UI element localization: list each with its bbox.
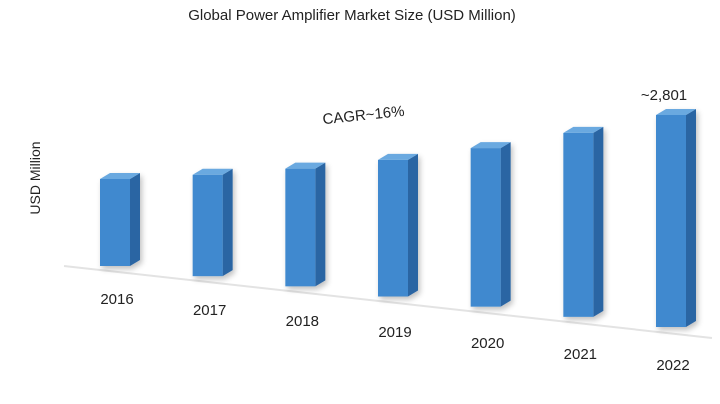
bar-top-2018	[285, 162, 326, 169]
bar-top-2019	[378, 153, 418, 160]
x-tick-2019: 2019	[378, 324, 411, 341]
bar-2018	[285, 162, 326, 287]
bar-2022	[656, 109, 696, 327]
bar-front-2019	[378, 159, 408, 297]
bar-top-2022	[656, 109, 696, 115]
last-value-label: ~2,801	[641, 87, 687, 104]
bar-front-2016	[100, 178, 130, 266]
bar-front-2017	[192, 174, 223, 277]
bar-side-2021	[593, 126, 604, 317]
bars-layer	[100, 109, 696, 327]
x-tick-2022: 2022	[656, 357, 689, 374]
chart-title: Global Power Amplifier Market Size (USD …	[188, 7, 516, 24]
floor-line	[63, 265, 713, 339]
bar-side-2022	[686, 109, 696, 327]
bar-2016	[100, 172, 140, 266]
bar-top-2017	[192, 168, 233, 175]
x-tick-2020: 2020	[471, 335, 504, 352]
bar-top-2021	[563, 126, 604, 133]
bar-front-2018	[285, 168, 316, 287]
bar-2021	[563, 126, 604, 317]
bar-front-2022	[656, 115, 686, 327]
x-tick-2016: 2016	[100, 291, 133, 308]
bar-top-2016	[100, 172, 140, 179]
bar-side-2020	[500, 142, 511, 307]
bar-2019	[378, 153, 418, 297]
cagr-annotation: CAGR~16%	[322, 103, 405, 128]
bar-side-2019	[408, 153, 418, 297]
bar-front-2020	[470, 148, 501, 307]
x-tick-2018: 2018	[286, 313, 319, 330]
bar-side-2016	[130, 172, 140, 266]
x-tick-labels: 2016 2017 2018 2019 2020 2021 2022	[100, 291, 689, 374]
bar-side-2018	[315, 162, 326, 287]
x-tick-2017: 2017	[193, 302, 226, 319]
bar-front-2021	[563, 132, 594, 317]
y-axis-label: USD Million	[27, 141, 43, 214]
bar-2017	[192, 168, 233, 277]
x-tick-2021: 2021	[564, 346, 597, 363]
bar-side-2017	[222, 168, 233, 277]
bar-top-2020	[470, 142, 511, 149]
bar-2020	[470, 142, 511, 307]
